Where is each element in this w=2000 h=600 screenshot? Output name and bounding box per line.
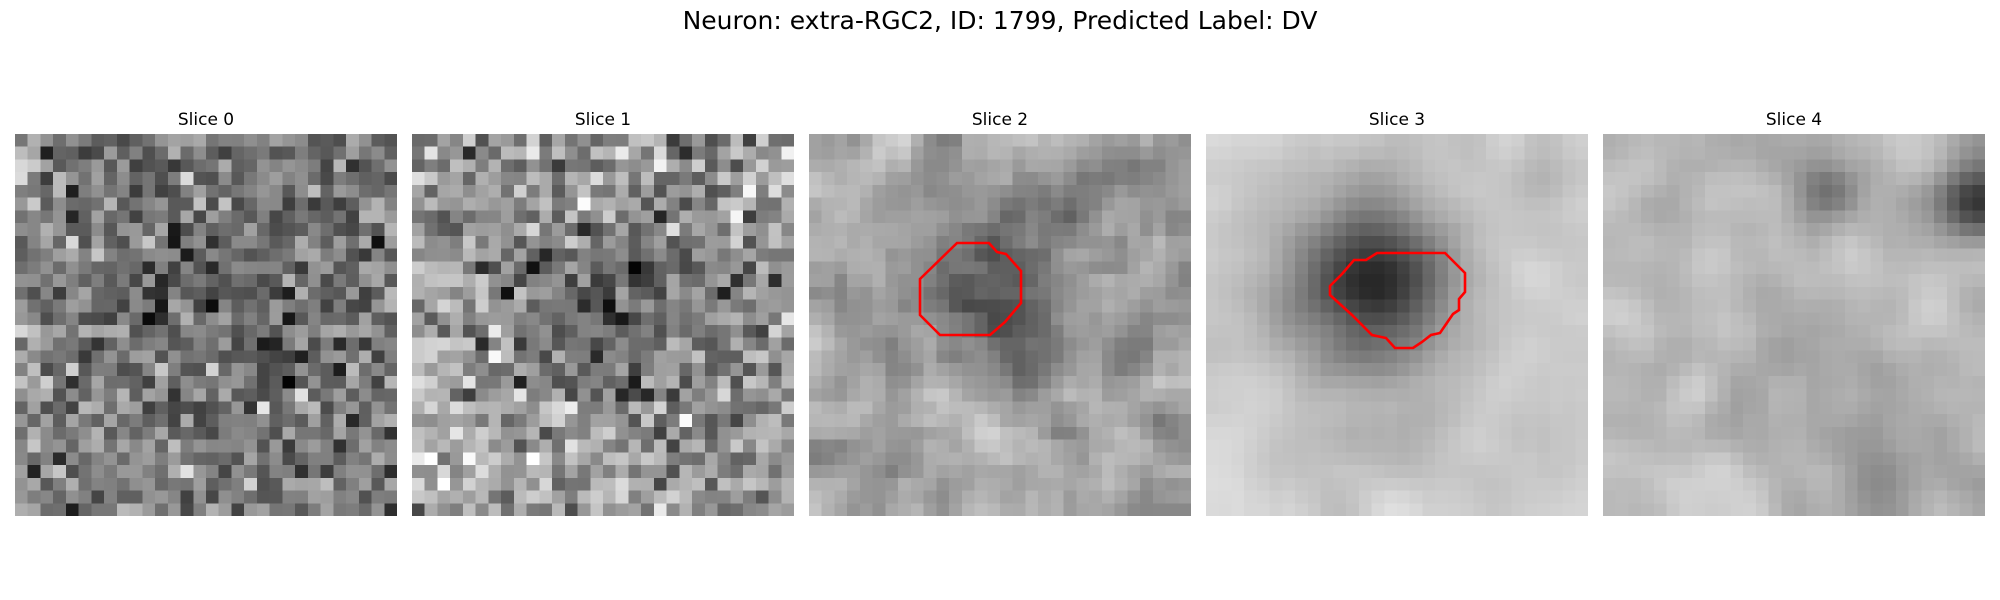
slice-title: Slice 1: [574, 110, 632, 130]
roi-contour-polygon: [918, 241, 1023, 337]
slice-image: [1206, 134, 1588, 516]
slice-image-canvas: [15, 134, 397, 516]
slice-title: Slice 0: [177, 110, 235, 130]
slice-image-canvas: [412, 134, 794, 516]
roi-contour-polygon: [1328, 251, 1467, 350]
figure-title: Neuron: extra-RGC2, ID: 1799, Predicted …: [682, 6, 1318, 35]
roi-contour: [1328, 251, 1467, 350]
slice-image-canvas: [1206, 134, 1588, 516]
slice-panel-0: Slice 0: [15, 108, 397, 516]
slice-image: [1603, 134, 1985, 516]
slice-title: Slice 2: [971, 110, 1029, 130]
slice-image: [15, 134, 397, 516]
slice-image: [412, 134, 794, 516]
slice-panel-3: Slice 3: [1206, 108, 1588, 516]
roi-contour: [918, 241, 1023, 337]
slice-title: Slice 3: [1368, 110, 1426, 130]
slice-panel-1: Slice 1: [412, 108, 794, 516]
slice-panel-4: Slice 4: [1603, 108, 1985, 516]
slice-image: [809, 134, 1191, 516]
slice-panel-2: Slice 2: [809, 108, 1191, 516]
slice-image-canvas: [1603, 134, 1985, 516]
slice-title: Slice 4: [1765, 110, 1823, 130]
